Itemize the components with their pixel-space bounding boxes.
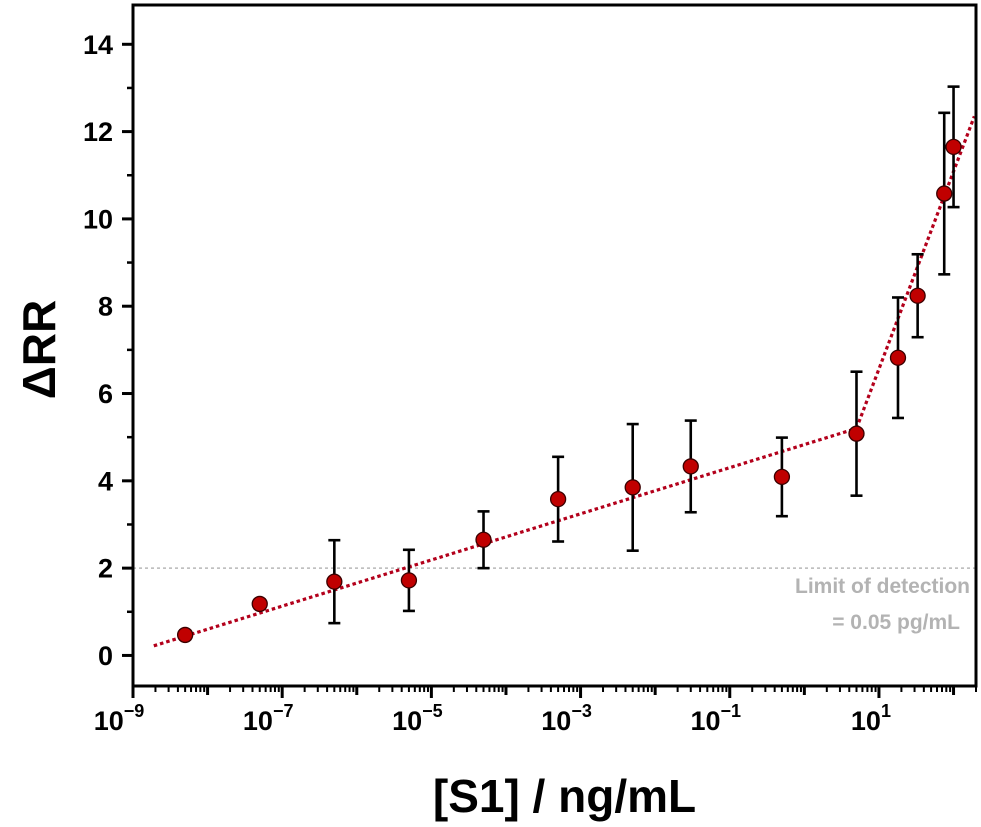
error-bars-layer [179, 85, 960, 641]
x-tick-exponent: −5 [422, 701, 443, 721]
x-tick-base: 10 [690, 706, 720, 736]
x-tick-exponent: 1 [881, 701, 891, 721]
x-tick-base: 10 [392, 706, 422, 736]
data-point-1 [176, 626, 194, 644]
x-tick-base: 10 [851, 706, 881, 736]
x-tick-label: 10−1 [690, 701, 741, 736]
x-tick-exponent: −7 [273, 701, 294, 721]
y-tick-label: 10 [83, 204, 113, 234]
annotation-limit-line2: = 0.05 pg/mL [832, 611, 960, 634]
data-point-5 [475, 531, 492, 548]
fit-line-1 [153, 426, 857, 648]
x-tick-label: 10−3 [541, 701, 592, 736]
data-points-layer [176, 138, 962, 644]
x-tick-exponent: −3 [571, 701, 592, 721]
x-tick-label: 10−7 [243, 701, 294, 736]
fit-line-2 [854, 115, 976, 430]
x-tick-exponent: −9 [124, 701, 145, 721]
y-tick-label: 14 [83, 30, 113, 60]
y-tick-label: 8 [98, 292, 113, 322]
data-point-14 [945, 138, 962, 156]
x-axis-title: [S1] / ng/mL [433, 770, 696, 822]
y-tick-label: 4 [98, 466, 113, 496]
y-tick-label: 12 [83, 117, 113, 147]
annotation-limit-line1: Limit of detection [795, 575, 970, 598]
data-point-12 [909, 287, 926, 304]
data-point-4 [400, 572, 418, 589]
x-tick-exponent: −1 [721, 701, 742, 721]
data-point-11 [889, 349, 907, 366]
x-tick-base: 10 [94, 706, 124, 736]
data-point-10 [848, 425, 865, 442]
y-axis-title: ΔRR [13, 300, 65, 400]
y-tick-label: 6 [98, 379, 113, 409]
y-tick-label: 2 [98, 554, 113, 584]
x-tick-base: 10 [541, 706, 571, 736]
y-tick-label: 0 [98, 641, 113, 671]
x-tick-label: 10−9 [94, 701, 145, 736]
data-point-2 [251, 595, 268, 613]
x-tick-base: 10 [243, 706, 273, 736]
data-point-8 [682, 458, 699, 475]
data-point-9 [773, 468, 791, 486]
x-tick-label: 101 [851, 701, 891, 736]
plot-frame [131, 3, 978, 688]
data-point-6 [549, 491, 567, 508]
data-point-3 [326, 573, 343, 590]
fit-lines-layer [153, 115, 976, 648]
x-tick-label: 10−5 [392, 701, 443, 736]
data-point-7 [624, 479, 641, 496]
data-point-13 [936, 185, 953, 202]
